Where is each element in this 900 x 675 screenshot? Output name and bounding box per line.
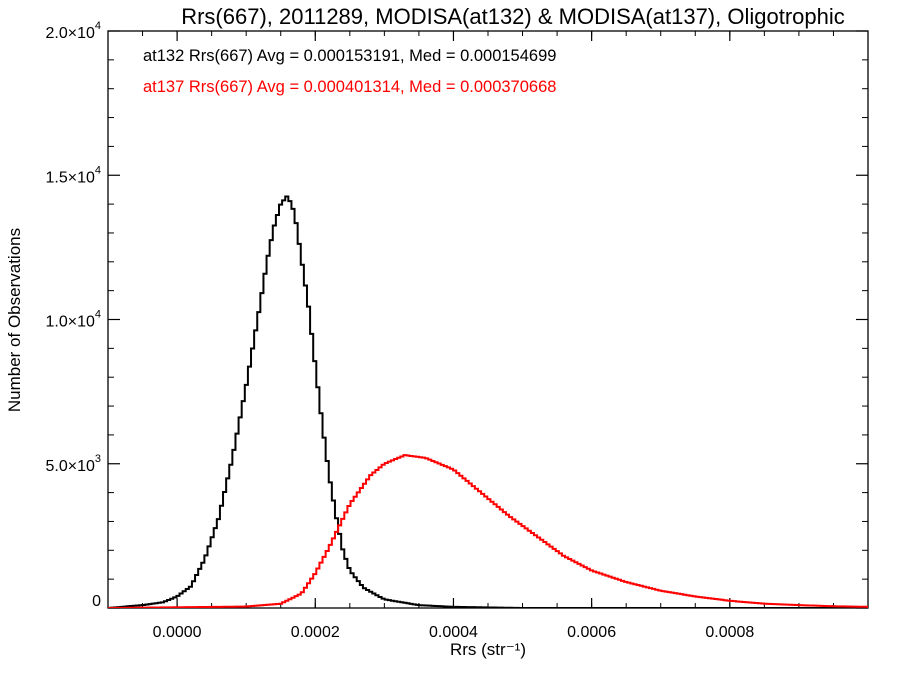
plot-frame (107, 30, 869, 609)
y-tick-mantissa: 1.0×10 (45, 314, 94, 331)
y-tick-mantissa: 5.0×10 (45, 458, 94, 475)
annotation-at137: at137 Rrs(667) Avg = 0.000401314, Med = … (143, 78, 556, 96)
y-tick-label: 0 (92, 593, 101, 610)
y-tick-exponent: 4 (95, 20, 101, 32)
y-tick-label: 2.0×104 (45, 20, 101, 42)
series-line-at132 (108, 195, 868, 608)
x-tick-label: 0.0002 (291, 624, 340, 641)
x-axis: 0.0000 0.0002 0.0004 0.0006 0.0008 (142, 31, 834, 641)
y-axis-label: Number of Observations (5, 228, 24, 412)
y-tick-mantissa: 1.5×10 (45, 169, 94, 186)
y-tick-label: 1.0×104 (45, 309, 101, 331)
series-line-at137 (108, 454, 868, 608)
y-tick-exponent: 4 (95, 309, 101, 321)
annotation-at132: at132 Rrs(667) Avg = 0.000153191, Med = … (143, 47, 556, 65)
x-axis-label: Rrs (str⁻¹) (450, 640, 526, 659)
x-axis-label-text: Rrs (str⁻¹) (450, 640, 526, 659)
chart-title: Rrs(667), 2011289, MODISA(at132) & MODIS… (181, 4, 845, 29)
x-tick-label: 0.0004 (429, 624, 478, 641)
y-tick-label: 5.0×103 (45, 453, 101, 475)
y-tick-exponent: 4 (95, 164, 101, 176)
y-tick-mantissa: 0 (92, 593, 101, 610)
x-tick-label: 0.0008 (705, 624, 754, 641)
x-tick-label: 0.0006 (567, 624, 616, 641)
x-tick-label: 0.0000 (153, 624, 202, 641)
y-tick-exponent: 3 (95, 453, 101, 465)
y-tick-label: 1.5×104 (45, 164, 101, 186)
y-tick-mantissa: 2.0×10 (45, 25, 94, 42)
